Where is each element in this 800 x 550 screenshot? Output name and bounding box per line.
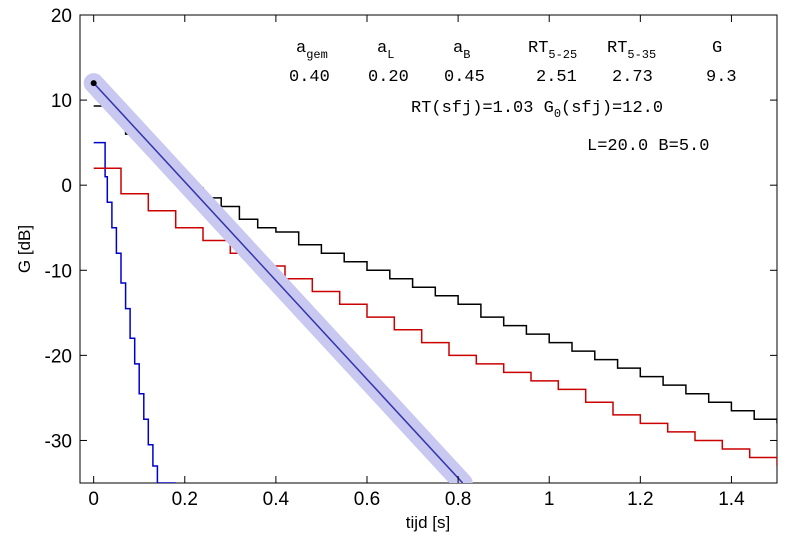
x-tick-label-2: 0.4 — [263, 489, 290, 510]
x-tick-label-4: 0.8 — [445, 489, 471, 510]
y-tick-label-1: -20 — [45, 346, 72, 367]
x-tick-label-3: 0.6 — [354, 489, 380, 510]
annotation-value-5: 9.3 — [706, 68, 737, 87]
x-tick-label-6: 1.2 — [627, 489, 653, 510]
annotation-value-3: 2.51 — [536, 68, 577, 87]
plot-frame — [79, 14, 778, 484]
annotation-header-4: RT5-35 — [607, 39, 656, 62]
x-axis-label: tijd [s] — [406, 513, 450, 532]
series-layer — [83, 73, 777, 483]
x-tick-label-1: 0.2 — [172, 489, 198, 510]
annotation-header-0: agem — [296, 39, 328, 62]
annotation-header-3: RT5-25 — [528, 39, 577, 62]
ticks-layer: 0 0.2 0.4 0.6 0.8 1 1.2 1.4 -30 -20 -10 0 10 20 — [45, 6, 777, 510]
y-tick-label-2: -10 — [45, 261, 72, 282]
y-tick-label-5: 20 — [51, 6, 72, 27]
series-3-line — [93, 82, 464, 483]
x-tick-label-5: 1 — [544, 489, 555, 510]
y-tick-label-3: 0 — [61, 176, 72, 197]
plot-area: 0 0.2 0.4 0.6 0.8 1 1.2 1.4 -30 -20 -10 0 10 20 — [45, 6, 778, 510]
annotation-header-2: aB — [453, 39, 470, 62]
series-0-line — [93, 141, 176, 483]
annotation-headers: agem aL aB RT5-25 RT5-35 G — [296, 39, 722, 62]
x-tick-label-0: 0 — [88, 489, 99, 510]
annotation-value-2: 0.45 — [444, 68, 485, 87]
annotation-value-1: 0.20 — [368, 68, 409, 87]
annotation-value-4: 2.73 — [612, 68, 653, 87]
y-axis-label: G [dB] — [15, 225, 34, 273]
y-tick-label-0: -30 — [45, 431, 72, 452]
annotation-header-5: G — [712, 39, 722, 58]
series-1-line — [93, 167, 777, 466]
y-tick-label-4: 10 — [51, 91, 72, 112]
annotation-block: agem aL aB RT5-25 RT5-35 G 0.40 0.20 0.45 2.51 2.… — [289, 39, 737, 156]
series-3-start-marker — [90, 80, 97, 87]
annotation-header-1: aL — [377, 39, 394, 62]
dimensions-annotation: L=20.0 B=5.0 — [587, 137, 709, 156]
x-tick-label-7: 1.4 — [718, 489, 745, 510]
annotation-value-0: 0.40 — [289, 68, 330, 87]
rt-annotation: RT(sfj)=1.03 G0(sfj)=12.0 — [411, 99, 663, 121]
annotation-values: 0.40 0.20 0.45 2.51 2.73 9.3 — [289, 68, 737, 87]
